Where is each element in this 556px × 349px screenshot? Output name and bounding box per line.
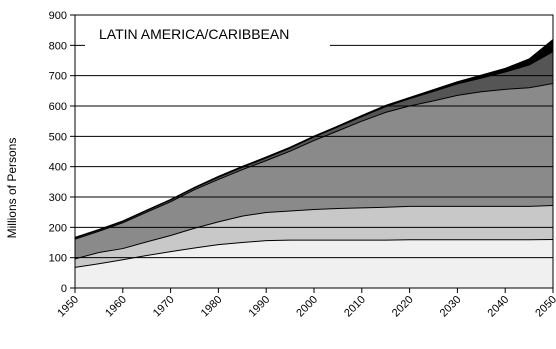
series-boundary-3 bbox=[74, 83, 554, 240]
x-tick-label-2040: 2040 bbox=[486, 294, 512, 320]
y-tick-label-800: 800 bbox=[49, 40, 67, 52]
series-boundary-1 bbox=[74, 238, 554, 268]
y-tick-label-500: 500 bbox=[49, 131, 67, 143]
x-tick-label-2030: 2030 bbox=[438, 294, 464, 320]
chart-title-box bbox=[85, 21, 330, 47]
series-boundaries bbox=[74, 39, 554, 268]
y-tick-label-300: 300 bbox=[49, 192, 67, 204]
x-tick-label-2000: 2000 bbox=[294, 294, 320, 320]
area-series-3 bbox=[75, 83, 553, 259]
series-boundary-4 bbox=[74, 51, 554, 239]
y-tick-label-700: 700 bbox=[49, 71, 67, 83]
chart-title: LATIN AMERICA/CARIBBEAN bbox=[99, 26, 289, 42]
y-tick-label-900: 900 bbox=[49, 10, 67, 22]
y-tick-label-0: 0 bbox=[61, 283, 67, 295]
x-tick-label-1980: 1980 bbox=[199, 294, 225, 320]
area-series-1 bbox=[75, 239, 553, 288]
y-axis-label: Millions of Persons bbox=[5, 138, 19, 239]
series-boundary-2 bbox=[74, 204, 554, 260]
series-boundary-5 bbox=[74, 39, 554, 238]
x-tick-label-1960: 1960 bbox=[103, 294, 129, 320]
y-tick-label-200: 200 bbox=[49, 222, 67, 234]
x-tick-label-2050: 2050 bbox=[533, 294, 556, 320]
area-layers bbox=[75, 39, 553, 288]
x-tick-label-2010: 2010 bbox=[342, 294, 368, 320]
x-tick-label-2020: 2020 bbox=[390, 294, 416, 320]
x-tick-label-1970: 1970 bbox=[151, 294, 177, 320]
y-tick-label-100: 100 bbox=[49, 253, 67, 265]
y-axis: 0 100 200 300 400 500 600 700 800 900 bbox=[49, 10, 75, 295]
x-tick-label-1990: 1990 bbox=[247, 294, 273, 320]
y-tick-label-400: 400 bbox=[49, 162, 67, 174]
x-axis: 1950 1960 1970 1980 1990 2000 2010 2020 2030 2040… bbox=[55, 288, 556, 319]
area-series-2 bbox=[75, 205, 553, 268]
area-series-4 bbox=[75, 51, 553, 240]
y-tick-label-600: 600 bbox=[49, 101, 67, 113]
x-tick-label-1950: 1950 bbox=[55, 294, 81, 320]
